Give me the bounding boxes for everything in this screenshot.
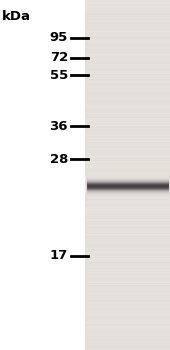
Text: 55: 55 xyxy=(50,69,68,82)
Text: 72: 72 xyxy=(50,51,68,64)
Text: 28: 28 xyxy=(50,153,68,166)
Text: kDa: kDa xyxy=(2,10,31,23)
Text: 95: 95 xyxy=(50,31,68,44)
Text: 36: 36 xyxy=(49,119,68,133)
Text: 17: 17 xyxy=(50,249,68,262)
